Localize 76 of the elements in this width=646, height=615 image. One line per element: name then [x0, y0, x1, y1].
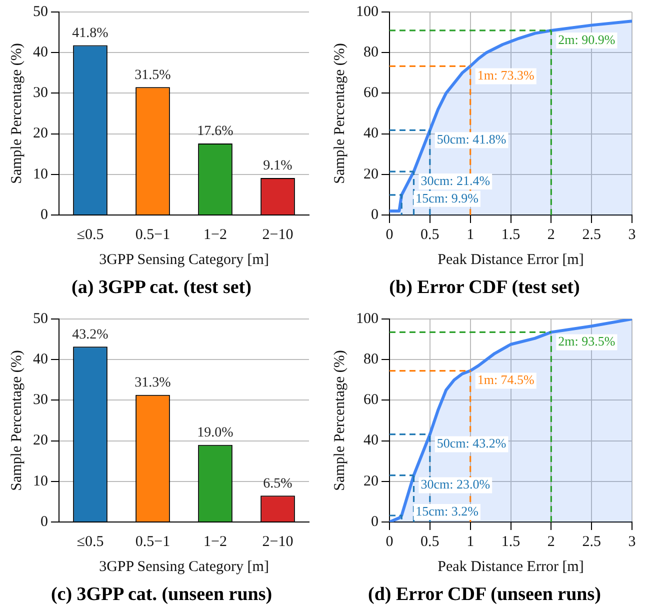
ref-line-label: 2m: 93.5%: [558, 334, 616, 349]
y-tick-label: 60: [364, 392, 378, 408]
y-tick-label: 0: [40, 514, 48, 530]
y-tick-label: 60: [364, 85, 378, 102]
y-axis-title: Sample Percentage (%): [332, 43, 348, 184]
y-tick-label: 100: [356, 310, 378, 327]
ref-line-label: 50cm: 41.8%: [436, 132, 506, 147]
y-axis-title: Sample Percentage (%): [8, 350, 25, 491]
data-label: 41.8%: [72, 26, 109, 41]
x-tick-label: 0.5: [420, 226, 440, 243]
y-tick-label: 20: [364, 166, 378, 182]
y-tick-label: 0: [40, 206, 48, 223]
x-tick-label: 2−10: [262, 534, 294, 550]
y-tick-label: 80: [364, 352, 378, 368]
x-tick-label: 1.5: [501, 534, 520, 550]
x-tick-label: 2: [547, 534, 555, 550]
x-tick-label: 2−10: [262, 226, 294, 243]
x-tick-label: 3: [628, 534, 636, 550]
x-axis-title: Peak Distance Error [m]: [438, 558, 584, 575]
ref-line-label: 1m: 73.3%: [477, 68, 535, 83]
y-tick-label: 30: [33, 85, 48, 102]
data-label: 9.1%: [263, 158, 293, 174]
data-label: 31.3%: [134, 376, 172, 391]
ref-line-label: 2m: 90.9%: [558, 32, 616, 47]
y-tick-label: 10: [33, 473, 48, 490]
annotation: 15cm: 3.2%: [416, 503, 479, 518]
y-tick-label: 40: [364, 126, 378, 142]
x-tick-label: 2: [547, 226, 555, 243]
ref-line-label: 30cm: 23.0%: [420, 476, 490, 492]
y-tick-label: 100: [356, 4, 378, 20]
x-tick-label: 1−2: [204, 226, 227, 243]
data-label: 31.5%: [134, 68, 172, 83]
y-tick-label: 40: [33, 352, 48, 368]
y-tick-label: 40: [33, 44, 48, 61]
ref-line-label: 30cm: 21.4%: [420, 172, 490, 188]
x-tick-label: 0.5: [420, 534, 440, 550]
ref-line-label: 50cm: 43.2%: [436, 436, 506, 451]
x-tick-label: 0.5−1: [135, 226, 170, 243]
y-tick-label: 0: [371, 206, 378, 223]
text: (c) 3GPP cat. (unseen runs): [50, 583, 274, 607]
text: (b) Error CDF (test set): [388, 276, 581, 300]
y-tick-label: 10: [33, 166, 48, 182]
y-tick-label: 0: [371, 514, 378, 530]
y-tick-label: 50: [33, 4, 48, 20]
x-tick-label: 0: [386, 534, 394, 550]
x-axis-title: 3GPP Sensing Category [m]: [99, 252, 269, 268]
x-axis-title: 3GPP Sensing Category [m]: [99, 558, 269, 575]
x-tick-label: 2.5: [582, 226, 601, 243]
data-label: 6.5%: [263, 476, 293, 492]
text: (a) 3GPP cat. (test set): [70, 276, 252, 300]
x-tick-label: 1−2: [204, 534, 227, 550]
y-tick-label: 30: [33, 392, 48, 408]
y-tick-label: 80: [364, 44, 378, 61]
data-label: 43.2%: [72, 327, 109, 342]
x-tick-label: 1: [466, 534, 474, 550]
x-tick-label: 2.5: [582, 534, 601, 550]
y-tick-label: 20: [33, 126, 48, 142]
data-label: 17.6%: [197, 124, 234, 140]
y-tick-label: 40: [364, 432, 378, 449]
y-tick-label: 50: [33, 310, 48, 327]
x-tick-label: ≤0.5: [76, 534, 104, 550]
x-tick-label: 0: [386, 226, 394, 243]
y-tick-label: 20: [364, 473, 378, 490]
ref-line-label: 1m: 74.5%: [477, 372, 535, 388]
y-axis-title: Sample Percentage (%): [332, 350, 348, 491]
y-axis-title: Sample Percentage (%): [8, 43, 25, 184]
x-tick-label: 3: [628, 226, 636, 243]
x-axis-title: Peak Distance Error [m]: [438, 252, 584, 268]
x-tick-label: 1.5: [501, 226, 520, 243]
y-tick-label: 20: [33, 432, 48, 449]
data-label: 19.0%: [197, 426, 234, 441]
x-tick-label: 0.5−1: [135, 534, 170, 550]
annotation: 15cm: 9.9%: [416, 190, 479, 206]
x-tick-label: 1: [466, 226, 474, 243]
x-tick-label: ≤0.5: [76, 226, 104, 243]
text: (d) Error CDF (unseen runs): [367, 583, 602, 607]
